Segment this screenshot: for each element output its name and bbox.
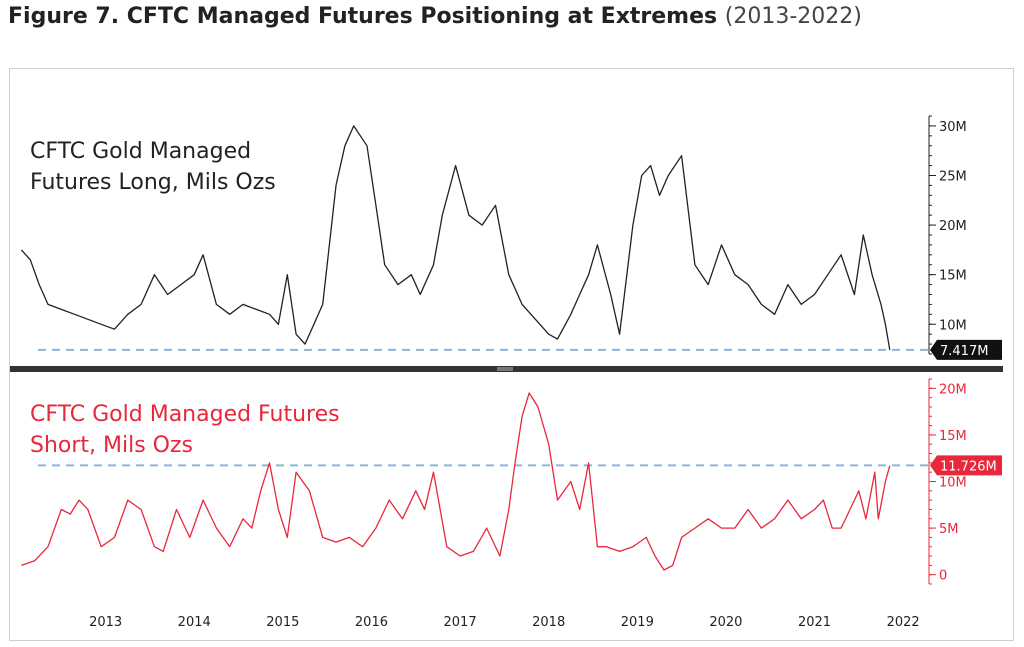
x-tick-label: 2021 (798, 615, 831, 630)
x-tick-label: 2014 (178, 615, 211, 630)
x-tick-label: 2018 (532, 615, 565, 630)
figure-title: Figure 7. CFTC Managed Futures Positioni… (8, 4, 862, 29)
long-y-tick-label: 30M (939, 120, 967, 135)
long-y-tick-label: 10M (939, 318, 967, 333)
chart-frame: 10M 15M 20M 25M 30M 7.417M CFTC Gold Managed Fu… (9, 68, 1014, 641)
short-y-tick-label: 0 (939, 569, 947, 584)
short-y-tick-label: 10M (939, 476, 967, 491)
short-y-tick-label: 15M (939, 429, 967, 444)
x-tick-label: 2015 (266, 615, 299, 630)
short-last-value-label: 11.726M (940, 459, 997, 474)
divider-grip (497, 367, 513, 371)
short-panel-title-line: CFTC Gold Managed Futures (30, 402, 340, 427)
long-y-tick-label: 25M (939, 170, 967, 185)
long-panel-title-line: Futures Long, Mils Ozs (30, 170, 276, 195)
dual-panel-chart: 10M 15M 20M 25M 30M 7.417M CFTC Gold Managed Fu… (10, 115, 1003, 630)
short-y-tick-label: 5M (939, 522, 959, 537)
x-tick-label: 2022 (887, 615, 920, 630)
short-last-value-badge (930, 455, 1002, 476)
figure-title-years: (2013-2022) (724, 4, 862, 29)
short-series-line (21, 392, 891, 571)
long-last-value-label: 7.417M (940, 344, 988, 359)
short-y-tick-label: 20M (939, 382, 967, 397)
long-panel-title-line: CFTC Gold Managed (30, 139, 251, 164)
x-tick-label: 2016 (355, 615, 388, 630)
long-y-tick-label: 20M (939, 219, 967, 234)
x-tick-label: 2019 (621, 615, 654, 630)
short-panel-title-line: Short, Mils Ozs (30, 433, 193, 458)
x-tick-label: 2013 (89, 615, 122, 630)
long-series-line (20, 125, 891, 351)
x-tick-label: 2017 (444, 615, 477, 630)
long-last-value-badge (930, 339, 1002, 360)
x-tick-label: 2020 (709, 615, 742, 630)
figure-title-main: Figure 7. CFTC Managed Futures Positioni… (8, 4, 718, 29)
long-y-tick-label: 15M (939, 269, 967, 284)
